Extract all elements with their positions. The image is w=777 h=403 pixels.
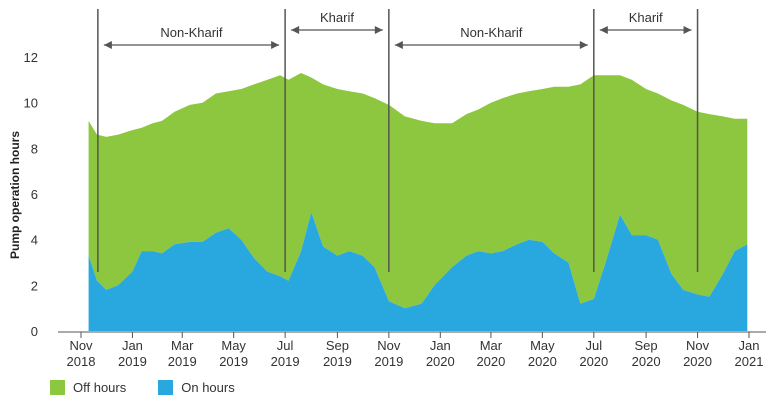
x-tick-label-month: Nov [686, 338, 710, 353]
legend-label-off: Off hours [73, 380, 127, 395]
y-tick-label: 8 [31, 141, 38, 156]
x-tick-label-year: 2018 [67, 354, 96, 369]
arrow-head-left [394, 41, 403, 49]
x-tick-label-month: Jan [430, 338, 451, 353]
x-tick-label-year: 2020 [632, 354, 661, 369]
area-on-hours [88, 212, 748, 331]
y-tick-label: 6 [31, 187, 38, 202]
legend-swatch-on [158, 380, 174, 395]
x-tick-label-month: Jul [585, 338, 602, 353]
x-tick-label-year: 2019 [374, 354, 403, 369]
x-tick-label-month: Jul [277, 338, 294, 353]
x-tick-label-month: Mar [480, 338, 503, 353]
y-axis-title: Pump operation hours [8, 131, 22, 259]
legend-label-on: On hours [181, 380, 235, 395]
arrow-head-left [103, 41, 112, 49]
x-tick-label-year: 2020 [426, 354, 455, 369]
x-tick-label-year: 2021 [735, 354, 764, 369]
axes-layer: 024681012Nov2018Jan2019Mar2019May2019Jul… [24, 50, 766, 369]
x-tick-label-year: 2019 [168, 354, 197, 369]
annotation-layer: Non-Kharif Kharif Non-Kharif Kharif [97, 9, 699, 272]
x-tick-label-month: May [530, 338, 555, 353]
area-layer [88, 73, 748, 331]
y-tick-label: 12 [24, 50, 38, 65]
x-tick-label-year: 2020 [528, 354, 557, 369]
y-tick-label: 2 [31, 278, 38, 293]
legend: Off hours On hours [50, 380, 267, 395]
x-tick-label-year: 2020 [683, 354, 712, 369]
arrow-head-right [374, 26, 383, 34]
x-tick-label-month: Mar [171, 338, 194, 353]
x-tick-label-year: 2020 [579, 354, 608, 369]
arrow-head-left [599, 26, 608, 34]
y-tick-label: 4 [31, 233, 38, 248]
area-off-hours [88, 73, 748, 309]
period-label: Non-Kharif [160, 25, 223, 40]
y-tick-label: 10 [24, 96, 38, 111]
legend-item-off: Off hours [50, 380, 126, 395]
arrow-head-right [683, 26, 692, 34]
arrow-head-right [579, 41, 588, 49]
x-tick-label-month: Jan [122, 338, 143, 353]
x-tick-label-month: Sep [635, 338, 658, 353]
x-tick-label-month: Nov [69, 338, 93, 353]
legend-item-on: On hours [158, 380, 235, 395]
period-label: Non-Kharif [460, 25, 523, 40]
y-tick-label: 0 [31, 324, 38, 339]
x-tick-label-year: 2019 [219, 354, 248, 369]
period-label: Kharif [629, 10, 663, 25]
x-tick-label-month: Sep [326, 338, 349, 353]
period-label: Kharif [320, 10, 354, 25]
x-tick-label-year: 2020 [476, 354, 505, 369]
arrow-head-left [291, 26, 300, 34]
arrow-head-right [271, 41, 280, 49]
x-tick-label-year: 2019 [323, 354, 352, 369]
x-tick-label-year: 2019 [118, 354, 147, 369]
x-tick-label-month: May [221, 338, 246, 353]
x-tick-label-month: Nov [377, 338, 401, 353]
x-tick-label-year: 2019 [271, 354, 300, 369]
x-tick-label-month: Jan [739, 338, 760, 353]
legend-swatch-off [50, 380, 65, 395]
